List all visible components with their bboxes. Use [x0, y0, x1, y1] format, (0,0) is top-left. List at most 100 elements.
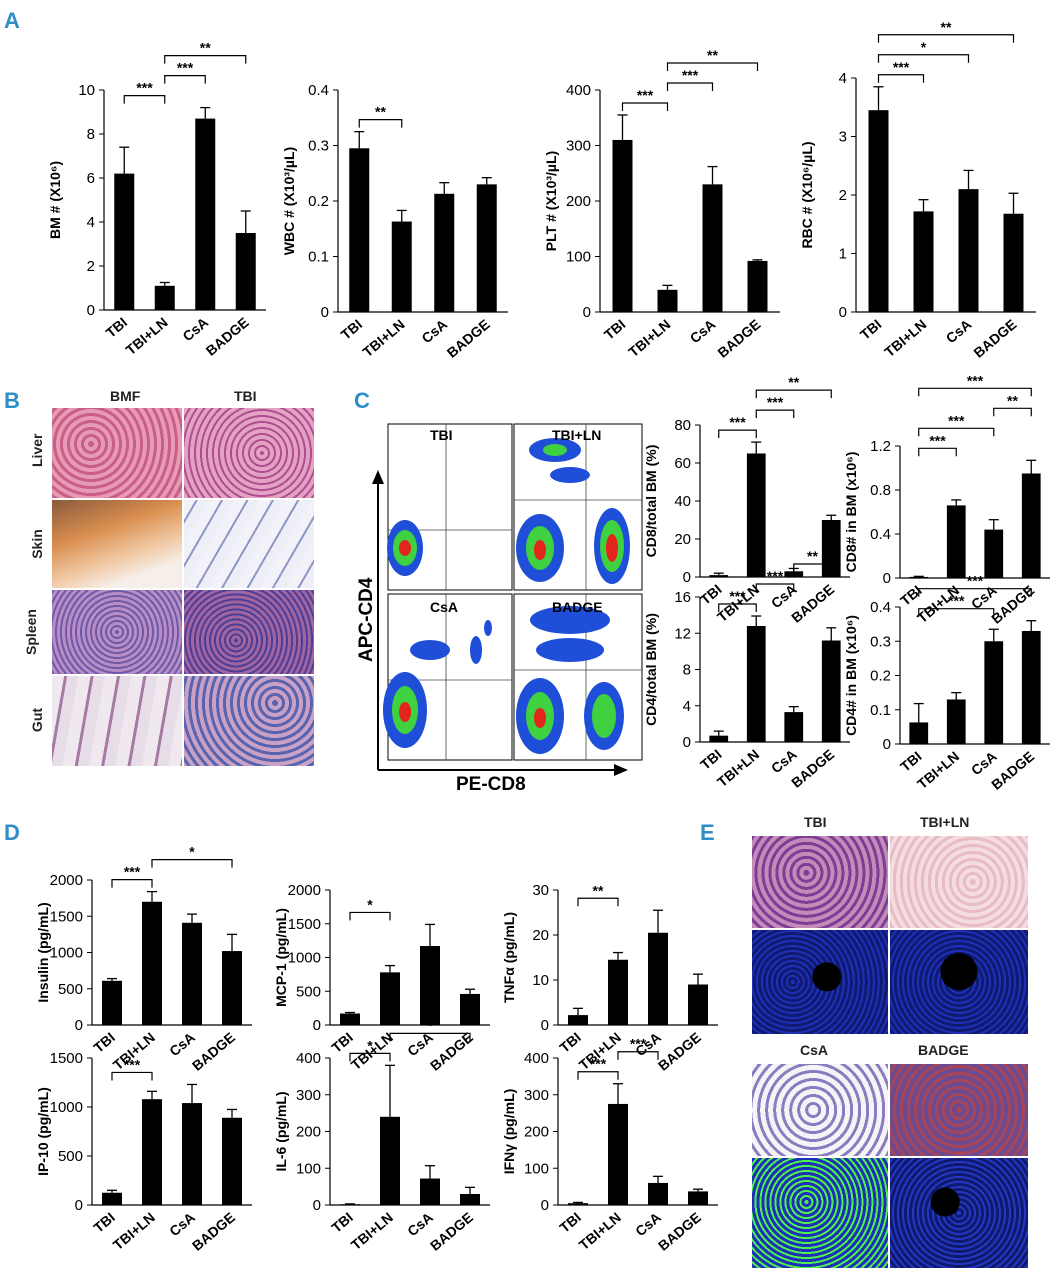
histo-gut-tbi: [184, 676, 314, 766]
flow-cytometry-panel: TBI TBI+LN CsA BADGE APC-CD4 PE-CD8: [356, 423, 643, 795]
x-tick-label: TBI: [103, 314, 131, 341]
significance-label: *: [921, 39, 927, 55]
bar-tbi-ln: [142, 1099, 162, 1205]
y-tick-label: 0: [883, 736, 891, 753]
bar-csa: [182, 922, 202, 1025]
histo-e-if-tbiln: [890, 930, 1028, 1034]
x-tick-label: TBI: [338, 316, 366, 343]
bar-tbi-ln: [657, 289, 678, 312]
significance-bracket: [718, 603, 757, 613]
x-tick-label: TBI+LN: [914, 748, 962, 792]
bar-tbi: [102, 980, 122, 1025]
y-tick-label: 2000: [288, 882, 321, 899]
significance-label: **: [788, 374, 799, 390]
x-tick-label: BADGE: [189, 1209, 238, 1254]
y-tick-label: 8: [87, 126, 95, 143]
significance-label: ***: [929, 432, 946, 448]
x-tick-label: TBI: [897, 582, 925, 609]
bar-tbi-ln: [380, 1116, 400, 1205]
significance-bracket: [111, 1071, 153, 1081]
y-tick-label: 1: [839, 246, 847, 263]
bar-badge: [688, 984, 708, 1025]
x-tick-label: CsA: [404, 1209, 436, 1239]
significance-label: **: [375, 104, 386, 120]
y-tick-label: 0: [839, 304, 847, 321]
histo-spleen-tbi: [184, 590, 314, 674]
bar-tbi-ln: [746, 453, 766, 577]
x-tick-label: TBI: [556, 1209, 584, 1236]
y-tick-label: 0: [541, 1197, 549, 1214]
y-axis-label: Insulin (pg/mL): [35, 902, 51, 1002]
bar-tbi: [612, 139, 633, 312]
significance-label: ***: [124, 1056, 141, 1072]
bar-csa: [648, 1182, 668, 1205]
y-tick-label: 0: [75, 1017, 83, 1034]
y-tick-label: 0: [683, 734, 691, 751]
significance-label: ***: [136, 80, 153, 96]
x-tick-label: TBI: [897, 748, 925, 775]
bar-badge: [821, 520, 841, 577]
histo-e-he-tbiln: [890, 836, 1028, 928]
histo-liver-tbi: [184, 408, 314, 498]
histo-e-label-csa: CsA: [800, 1042, 829, 1058]
bar-tbi-ln: [913, 211, 934, 312]
significance-bracket: [358, 119, 403, 128]
panel-label-a: A: [4, 8, 20, 33]
y-tick-label: 0: [87, 302, 95, 319]
significance-bracket: [877, 54, 970, 63]
significance-label: *: [367, 1037, 373, 1053]
bar-badge: [688, 1191, 708, 1205]
y-tick-label: 300: [566, 138, 591, 155]
y-tick-label: 0: [883, 570, 891, 587]
bar-badge: [1003, 213, 1024, 312]
flow-ylabel: APC-CD4: [356, 577, 377, 662]
histo-liver-bmf: [52, 408, 182, 498]
significance-label: **: [1007, 392, 1018, 408]
significance-bracket: [164, 55, 247, 64]
bar-tbi: [868, 110, 889, 312]
significance-bracket: [918, 427, 995, 437]
y-tick-label: 100: [566, 249, 591, 266]
flow-title-tbi: TBI: [430, 427, 453, 443]
panel-label-d: D: [4, 820, 20, 845]
y-tick-label: 1500: [50, 1050, 83, 1067]
histo-e-he-tbi: [752, 836, 888, 928]
x-tick-label: CsA: [632, 1209, 664, 1239]
y-tick-label: 400: [524, 1050, 549, 1067]
y-tick-label: 0.3: [870, 633, 891, 650]
significance-bracket: [877, 34, 1015, 43]
y-tick-label: 60: [674, 455, 691, 472]
flow-title-badge: BADGE: [552, 599, 603, 615]
bar-tbi-ln: [946, 699, 966, 744]
x-tick-label: BADGE: [788, 581, 837, 626]
histo-e-if-csa: [752, 1158, 888, 1268]
y-tick-label: 1500: [288, 916, 321, 933]
y-axis-label: TNFα (pg/mL): [501, 912, 517, 1003]
y-tick-label: 2000: [50, 872, 83, 889]
y-tick-label: 3: [839, 129, 847, 146]
x-tick-label: BADGE: [655, 1209, 704, 1254]
bar-badge: [460, 993, 480, 1025]
histo-gut-bmf: [52, 676, 182, 766]
bar-csa: [958, 189, 979, 312]
significance-label: ***: [637, 87, 654, 103]
y-tick-label: 0.3: [308, 138, 329, 155]
flow-xlabel: PE-CD8: [456, 774, 526, 795]
bar-tbi: [568, 1015, 588, 1025]
y-tick-label: 8: [683, 662, 691, 679]
significance-bracket: [389, 1032, 471, 1042]
x-tick-label: BADGE: [714, 316, 763, 361]
significance-label: ***: [967, 372, 984, 388]
x-tick-label: TBI: [90, 1029, 118, 1056]
y-tick-label: 6: [87, 170, 95, 187]
y-tick-label: 2: [839, 187, 847, 204]
x-tick-label: TBI+LN: [881, 316, 929, 360]
panel-label-e: E: [700, 820, 715, 845]
bar-badge: [821, 640, 841, 742]
y-tick-label: 0: [583, 304, 591, 321]
